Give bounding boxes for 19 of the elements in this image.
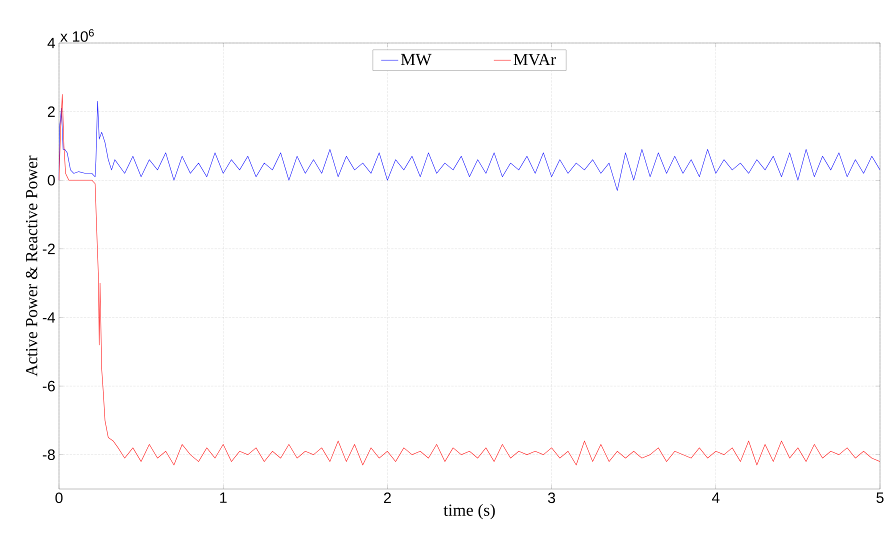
text: x 10$^{6}$ (60, 29, 94, 42)
y-tick-label: 4 (48, 38, 56, 48)
line-series (58, 101, 880, 191)
legend-label: MW (400, 54, 432, 66)
x-axis-title: time (s) (444, 504, 495, 520)
legend-label: MVAr (514, 54, 556, 66)
x-tick-label: 1 (220, 492, 227, 503)
y-tick-label: 2 (48, 106, 55, 117)
x-tick-label: 5 (876, 492, 884, 503)
x-tick-label: 4 (712, 492, 720, 503)
y-tick-label: 0 (48, 174, 55, 186)
y-tick-label: -2 (42, 244, 55, 254)
y-axis-title: Active Power & Reactive Power (26, 156, 38, 376)
y-tick-label: -6 (42, 380, 55, 392)
x-tick-label: 0 (55, 492, 63, 504)
y-tick-label: -4 (42, 312, 56, 323)
x-tick-label: 3 (548, 492, 556, 504)
x-tick-label: 2 (384, 492, 391, 503)
y-tick-label: -8 (42, 449, 55, 460)
